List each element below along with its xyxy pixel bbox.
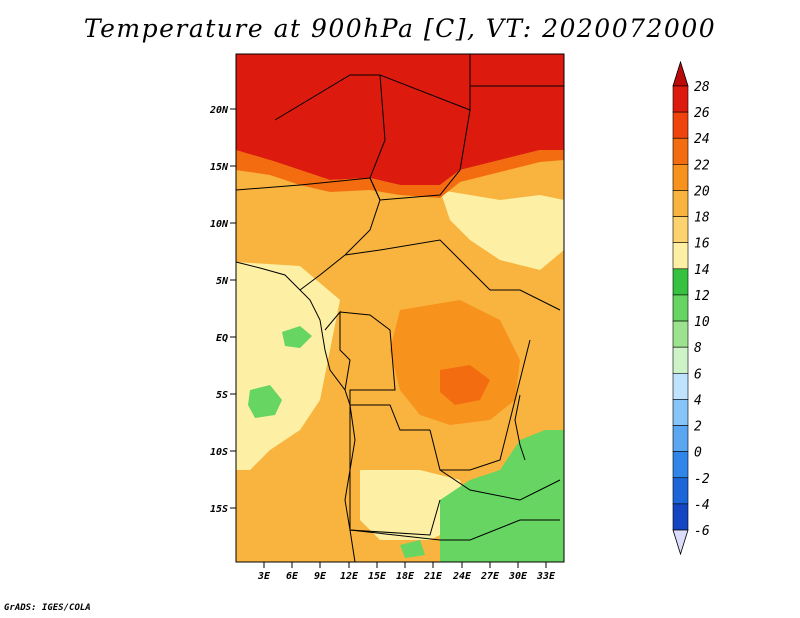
colorbar-segment <box>672 320 689 348</box>
colorbar-label: -4 <box>694 498 710 513</box>
red-zone-sahara <box>236 54 564 185</box>
lon-tick-label: 18E <box>396 571 415 582</box>
colorbar-label: 12 <box>694 289 710 304</box>
colorbar-segment <box>672 372 689 400</box>
colorbar-label: 4 <box>694 393 702 408</box>
longitude-labels: 3E 6E 9E 12E 15E 18E 21E 24E 27E 30E 33E <box>257 571 556 582</box>
colorbar-segment <box>672 85 689 113</box>
colorbar-label: 28 <box>694 80 710 95</box>
green-patch-south <box>400 540 425 558</box>
lat-tick-label: 20N <box>209 105 229 116</box>
latitude-axis <box>230 108 236 509</box>
colorbar-over-triangle <box>672 60 689 87</box>
map-frame <box>235 53 565 563</box>
boundary-gabon <box>324 310 351 391</box>
green-patch-west <box>248 385 282 418</box>
colorbar-segment <box>672 268 689 296</box>
coastline-west <box>235 261 356 563</box>
pale-zone-northeast <box>440 190 564 270</box>
colorbar-segment <box>672 503 689 531</box>
colorbar-label: 24 <box>694 132 710 147</box>
colorbar-label: -6 <box>694 524 710 539</box>
colorbar-segment <box>672 477 689 505</box>
colorbar-label: 20 <box>694 184 710 199</box>
colorbar-segment <box>672 137 689 165</box>
colorbar-label: 10 <box>694 315 710 330</box>
colorbar-label: 14 <box>694 263 710 278</box>
map-title: Temperature at 900hPa [C], VT: 202007200… <box>83 14 717 43</box>
hot-zone-sahel <box>236 150 564 198</box>
temperature-field <box>236 54 564 562</box>
colorbar-label: -2 <box>694 472 710 487</box>
lon-tick-label: 21E <box>423 571 443 582</box>
colorbar-segment <box>672 216 689 244</box>
colorbar-segment <box>672 425 689 452</box>
lat-tick-label: 15N <box>210 162 229 173</box>
lon-tick-label: 12E <box>340 571 359 582</box>
colorbar-segment <box>672 399 689 426</box>
lon-tick-label: 3E <box>257 571 271 582</box>
hot-zone-congo <box>440 365 490 405</box>
lat-tick-label: 5S <box>216 390 228 401</box>
grads-credit: GrADS: IGES/COLA <box>4 603 91 613</box>
colorbar-segment <box>672 346 689 374</box>
lon-tick-label: 27E <box>480 571 500 582</box>
boundary-lake <box>514 394 526 461</box>
colorbar-segment <box>672 164 689 191</box>
colorbar-label: 8 <box>694 341 702 356</box>
boundary-zambia <box>439 469 561 501</box>
lat-tick-label: EQ <box>216 333 228 344</box>
lat-tick-label: 10N <box>210 219 229 230</box>
lon-tick-label: 24E <box>452 571 472 582</box>
lon-tick-label: 15E <box>368 571 387 582</box>
colorbar-label: 6 <box>694 367 702 382</box>
longitude-axis <box>263 562 547 568</box>
country-boundaries <box>235 54 564 563</box>
latitude-labels: 20N 15N 10N 5N EQ 5S 10S 15S <box>209 105 229 515</box>
colorbar-segment <box>672 111 689 139</box>
colorbar-under-triangle <box>672 529 689 556</box>
pale-zone-southwest <box>236 262 340 470</box>
lat-tick-label: 5N <box>216 276 229 287</box>
lat-tick-label: 15S <box>210 504 228 515</box>
colorbar-label: 2 <box>694 420 702 435</box>
orange-zone-congo <box>390 300 520 425</box>
colorbar-label: 16 <box>694 237 710 252</box>
green-patch-equator <box>282 326 312 348</box>
boundary-south <box>349 519 560 541</box>
colorbar-label: 0 <box>694 446 702 461</box>
boundary-chad <box>369 74 471 201</box>
colorbar-segment <box>672 242 689 270</box>
colorbar-label: 22 <box>694 158 710 173</box>
colorbar-segment <box>672 190 689 217</box>
boundary-car <box>344 239 561 311</box>
lat-tick-label: 10S <box>210 447 228 458</box>
lon-tick-label: 6E <box>286 571 299 582</box>
lon-tick-label: 30E <box>508 571 528 582</box>
colorbar-label: 26 <box>694 106 710 121</box>
colorbar-segment <box>672 294 689 322</box>
colorbar-segment <box>672 451 689 479</box>
lon-tick-label: 33E <box>536 571 556 582</box>
boundary-congo <box>339 311 430 431</box>
lon-tick-label: 9E <box>314 571 327 582</box>
colorbar-label: 18 <box>694 211 710 226</box>
boundary-nigeria <box>235 177 381 291</box>
